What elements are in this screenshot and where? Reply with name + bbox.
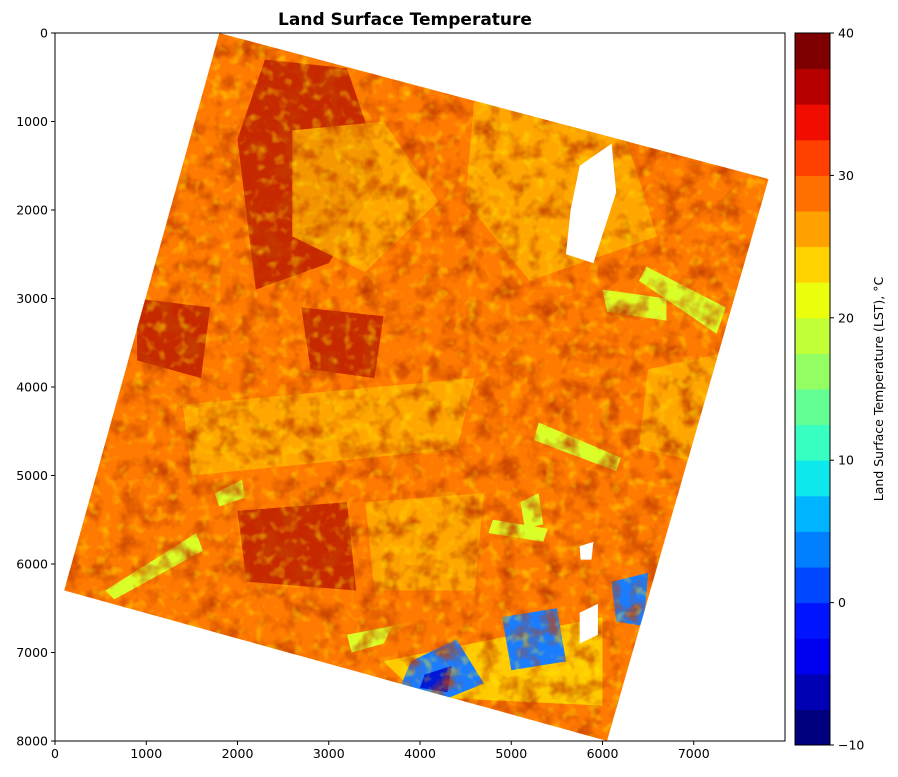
nodata-areas — [566, 143, 617, 644]
colorbar-frame — [794, 32, 831, 746]
colorbar-ticks: −10 0 10 20 30 40 — [830, 26, 864, 753]
x-tick-label: 6000 — [587, 746, 619, 761]
colorbar-bin — [795, 246, 830, 283]
x-tick-label: 4000 — [404, 746, 436, 761]
colorbar-bin — [795, 104, 830, 141]
x-tick-label: 3000 — [313, 746, 345, 761]
colorbar-bin — [795, 531, 830, 568]
colorbar-bin — [795, 460, 830, 497]
colorbar-bin — [795, 673, 830, 710]
chart-title: Land Surface Temperature — [278, 10, 532, 30]
colorbar-bin — [795, 424, 830, 461]
colorbar-bin — [795, 175, 830, 212]
colorbar-bins — [795, 33, 830, 746]
y-tick-label: 2000 — [16, 203, 48, 218]
colorbar-label: Land Surface Temperature (LST), °C — [871, 277, 886, 502]
x-tick-label: 2000 — [222, 746, 254, 761]
colorbar-bin — [795, 211, 830, 248]
y-tick-label: 6000 — [16, 557, 48, 572]
colorbar-bin — [795, 602, 830, 639]
y-tick-label: 0 — [40, 26, 48, 41]
colorbar-bin — [795, 317, 830, 354]
x-tick-label: 5000 — [495, 746, 527, 761]
colorbar-bin — [795, 282, 830, 319]
feature-nodata-22 — [566, 143, 617, 264]
colorbar-bin — [795, 353, 830, 390]
x-tick-label: 1000 — [130, 746, 162, 761]
y-tick-label: 4000 — [16, 380, 48, 395]
y-tick-label: 5000 — [16, 468, 48, 483]
colorbar-tick-label: 30 — [838, 168, 854, 183]
colorbar-tick-label: 10 — [838, 453, 854, 468]
colorbar-tick-label: 20 — [838, 310, 854, 325]
x-tick-label: 7000 — [678, 746, 710, 761]
colorbar-bin — [795, 709, 830, 746]
y-tick-label: 1000 — [16, 114, 48, 129]
colorbar-bin — [795, 33, 830, 70]
colorbar-bin — [795, 139, 830, 176]
y-tick-label: 8000 — [16, 734, 48, 749]
colorbar-bin — [795, 389, 830, 426]
y-tick-label: 3000 — [16, 291, 48, 306]
colorbar-bin — [795, 495, 830, 532]
colorbar-tick-label: −10 — [838, 738, 864, 753]
x-axis: 0 1000 2000 3000 4000 5000 6000 7000 — [51, 741, 710, 761]
colorbar-bin — [795, 567, 830, 604]
y-tick-label: 7000 — [16, 645, 48, 660]
colorbar-tick-label: 0 — [838, 595, 846, 610]
y-axis: 0 1000 2000 3000 4000 5000 6000 7000 8000 — [16, 26, 55, 749]
feature-nodata-23 — [579, 603, 598, 644]
lst-image — [64, 33, 769, 741]
feature-nodata-24 — [579, 541, 594, 560]
x-tick-label: 0 — [51, 746, 59, 761]
colorbar: −10 0 10 20 30 40 Land Surface Temperature (L… — [794, 26, 886, 753]
colorbar-tick-label: 40 — [838, 26, 854, 41]
colorbar-bin — [795, 68, 830, 105]
texture-light — [64, 33, 769, 741]
colorbar-bin — [795, 638, 830, 675]
plot-area — [64, 33, 769, 741]
